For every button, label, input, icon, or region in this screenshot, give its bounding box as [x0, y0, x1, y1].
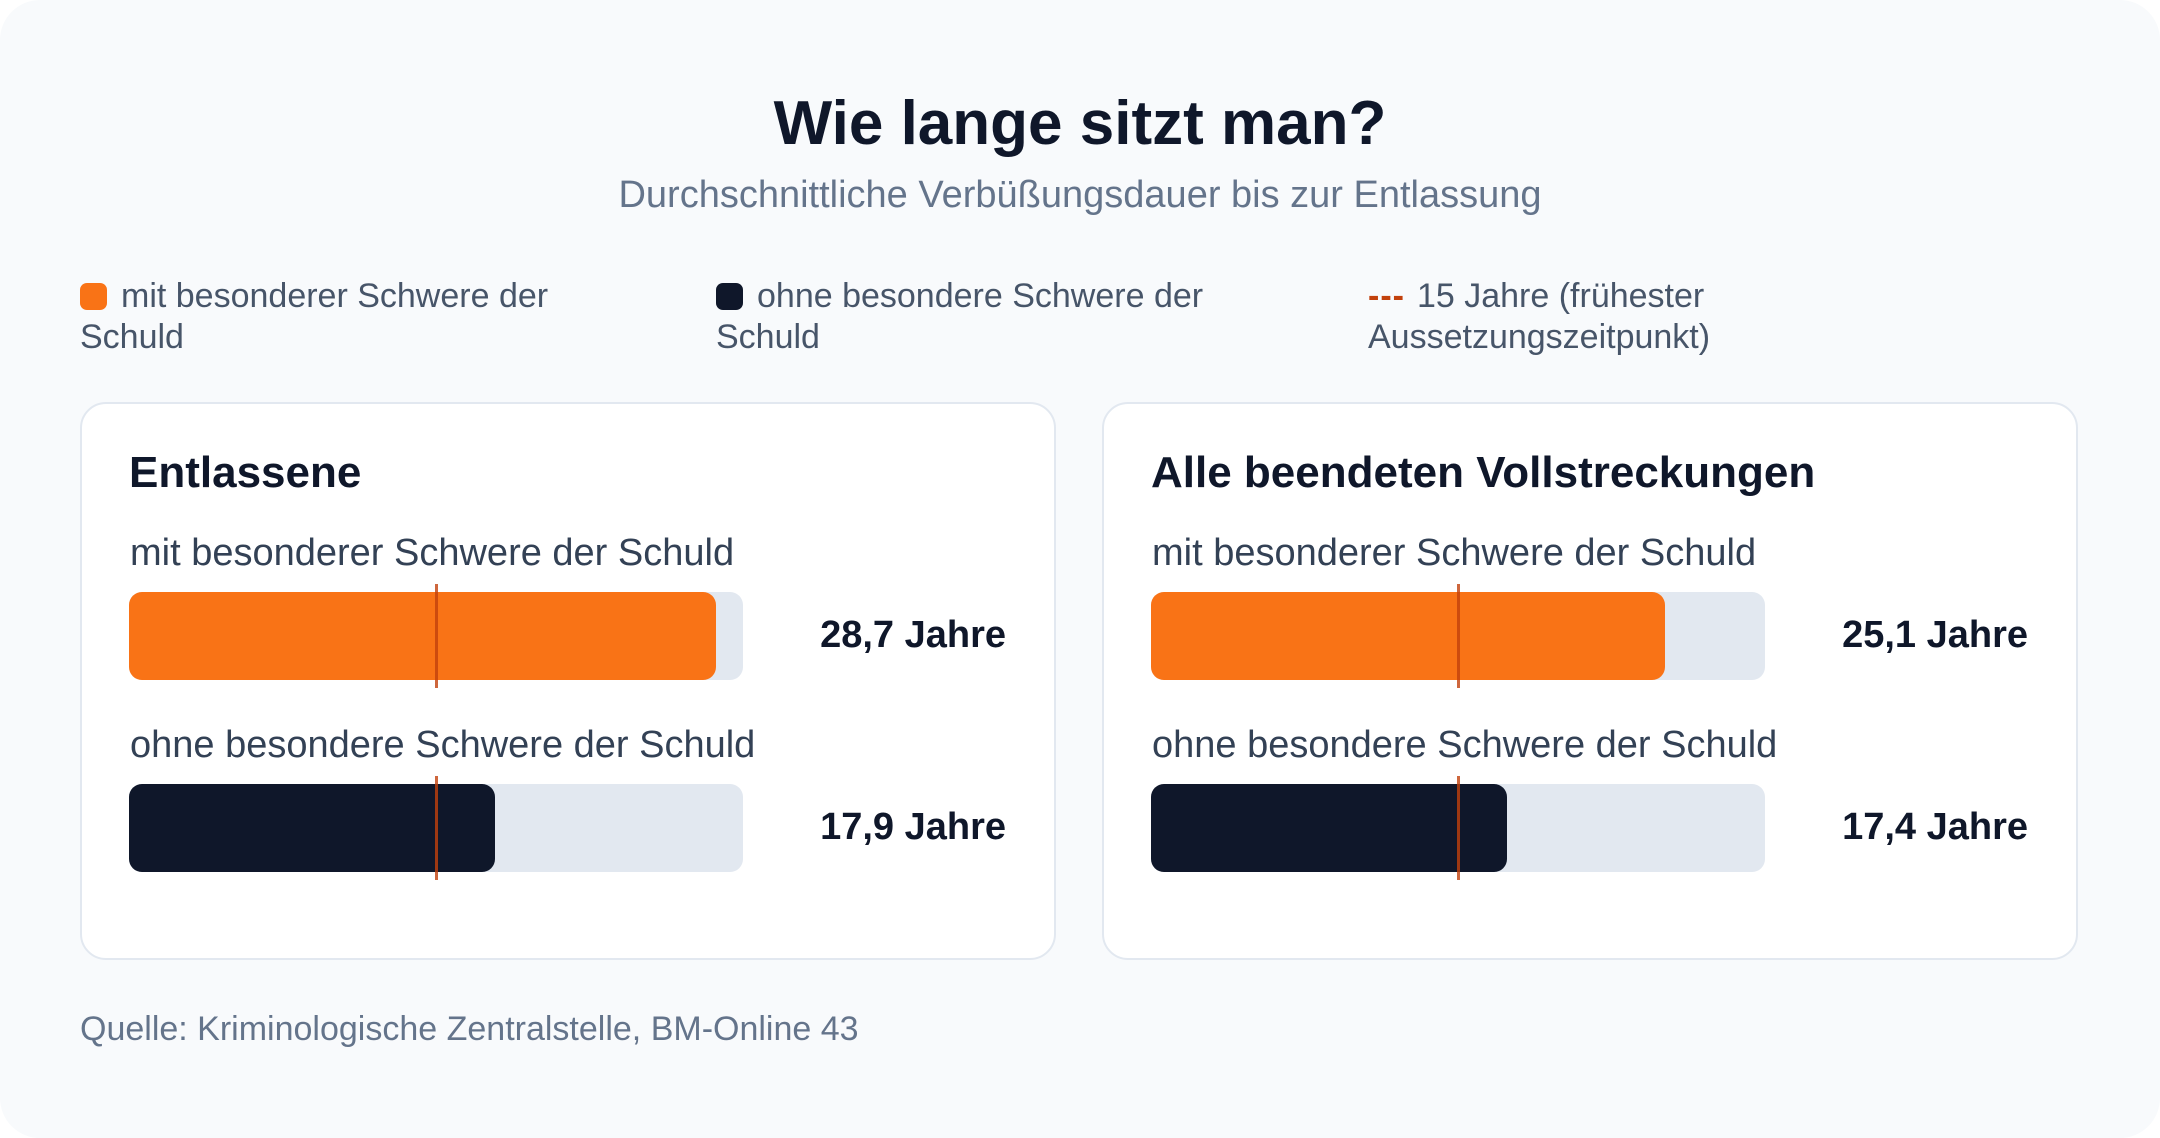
legend-item-without: ohne besondere Schwere der Schuld	[716, 276, 1276, 358]
value-label: 17,9 Jahre	[820, 806, 1006, 848]
source-note: Quelle: Kriminologische Zentralstelle, B…	[80, 1010, 859, 1048]
panel-title: Alle beendeten Vollstreckungen	[1151, 448, 1816, 497]
legend-swatch-with	[80, 283, 107, 310]
legend-label-marker: 15 Jahre (frühester Aussetzungszeitpunkt…	[1368, 277, 1711, 356]
legend-label-with: mit besonderer Schwere der Schuld	[80, 277, 549, 356]
legend-item-with: mit besonderer Schwere der Schuld	[80, 276, 640, 358]
bar-without	[1151, 784, 1508, 872]
value-label: 25,1 Jahre	[1842, 614, 2028, 656]
chart-subtitle: Durchschnittliche Verbüßungsdauer bis zu…	[618, 174, 1542, 216]
legend-dash-icon: ---	[1368, 277, 1405, 315]
reference-line	[434, 584, 438, 688]
bar-with	[1151, 592, 1665, 680]
reference-line	[1456, 584, 1460, 688]
legend-swatch-without	[716, 283, 743, 310]
value-label: 17,4 Jahre	[1842, 806, 2028, 848]
reference-line	[434, 776, 438, 880]
legend-label-without: ohne besondere Schwere der Schuld	[716, 277, 1204, 356]
bar-label: ohne besondere Schwere der Schuld	[130, 724, 756, 766]
bar-label: ohne besondere Schwere der Schuld	[1152, 724, 1778, 766]
value-label: 28,7 Jahre	[820, 614, 1006, 656]
legend-item-marker: --- 15 Jahre (frühester Aussetzungszeitpu…	[1368, 276, 1788, 358]
panel-title: Entlassene	[129, 448, 362, 497]
bar-track	[1151, 784, 1765, 872]
chart-title: Wie lange sitzt man?	[773, 89, 1387, 158]
bar-with	[129, 592, 717, 680]
bar-without	[129, 784, 496, 872]
bar-label: mit besonderer Schwere der Schuld	[1152, 532, 1757, 574]
bar-label: mit besonderer Schwere der Schuld	[130, 532, 735, 574]
panel-entlassene: Entlassene mit besonderer Schwere der Sc…	[80, 402, 1056, 960]
panel-alle-vollstreckungen: Alle beendeten Vollstreckungen mit beson…	[1102, 402, 2078, 960]
reference-line	[1456, 776, 1460, 880]
